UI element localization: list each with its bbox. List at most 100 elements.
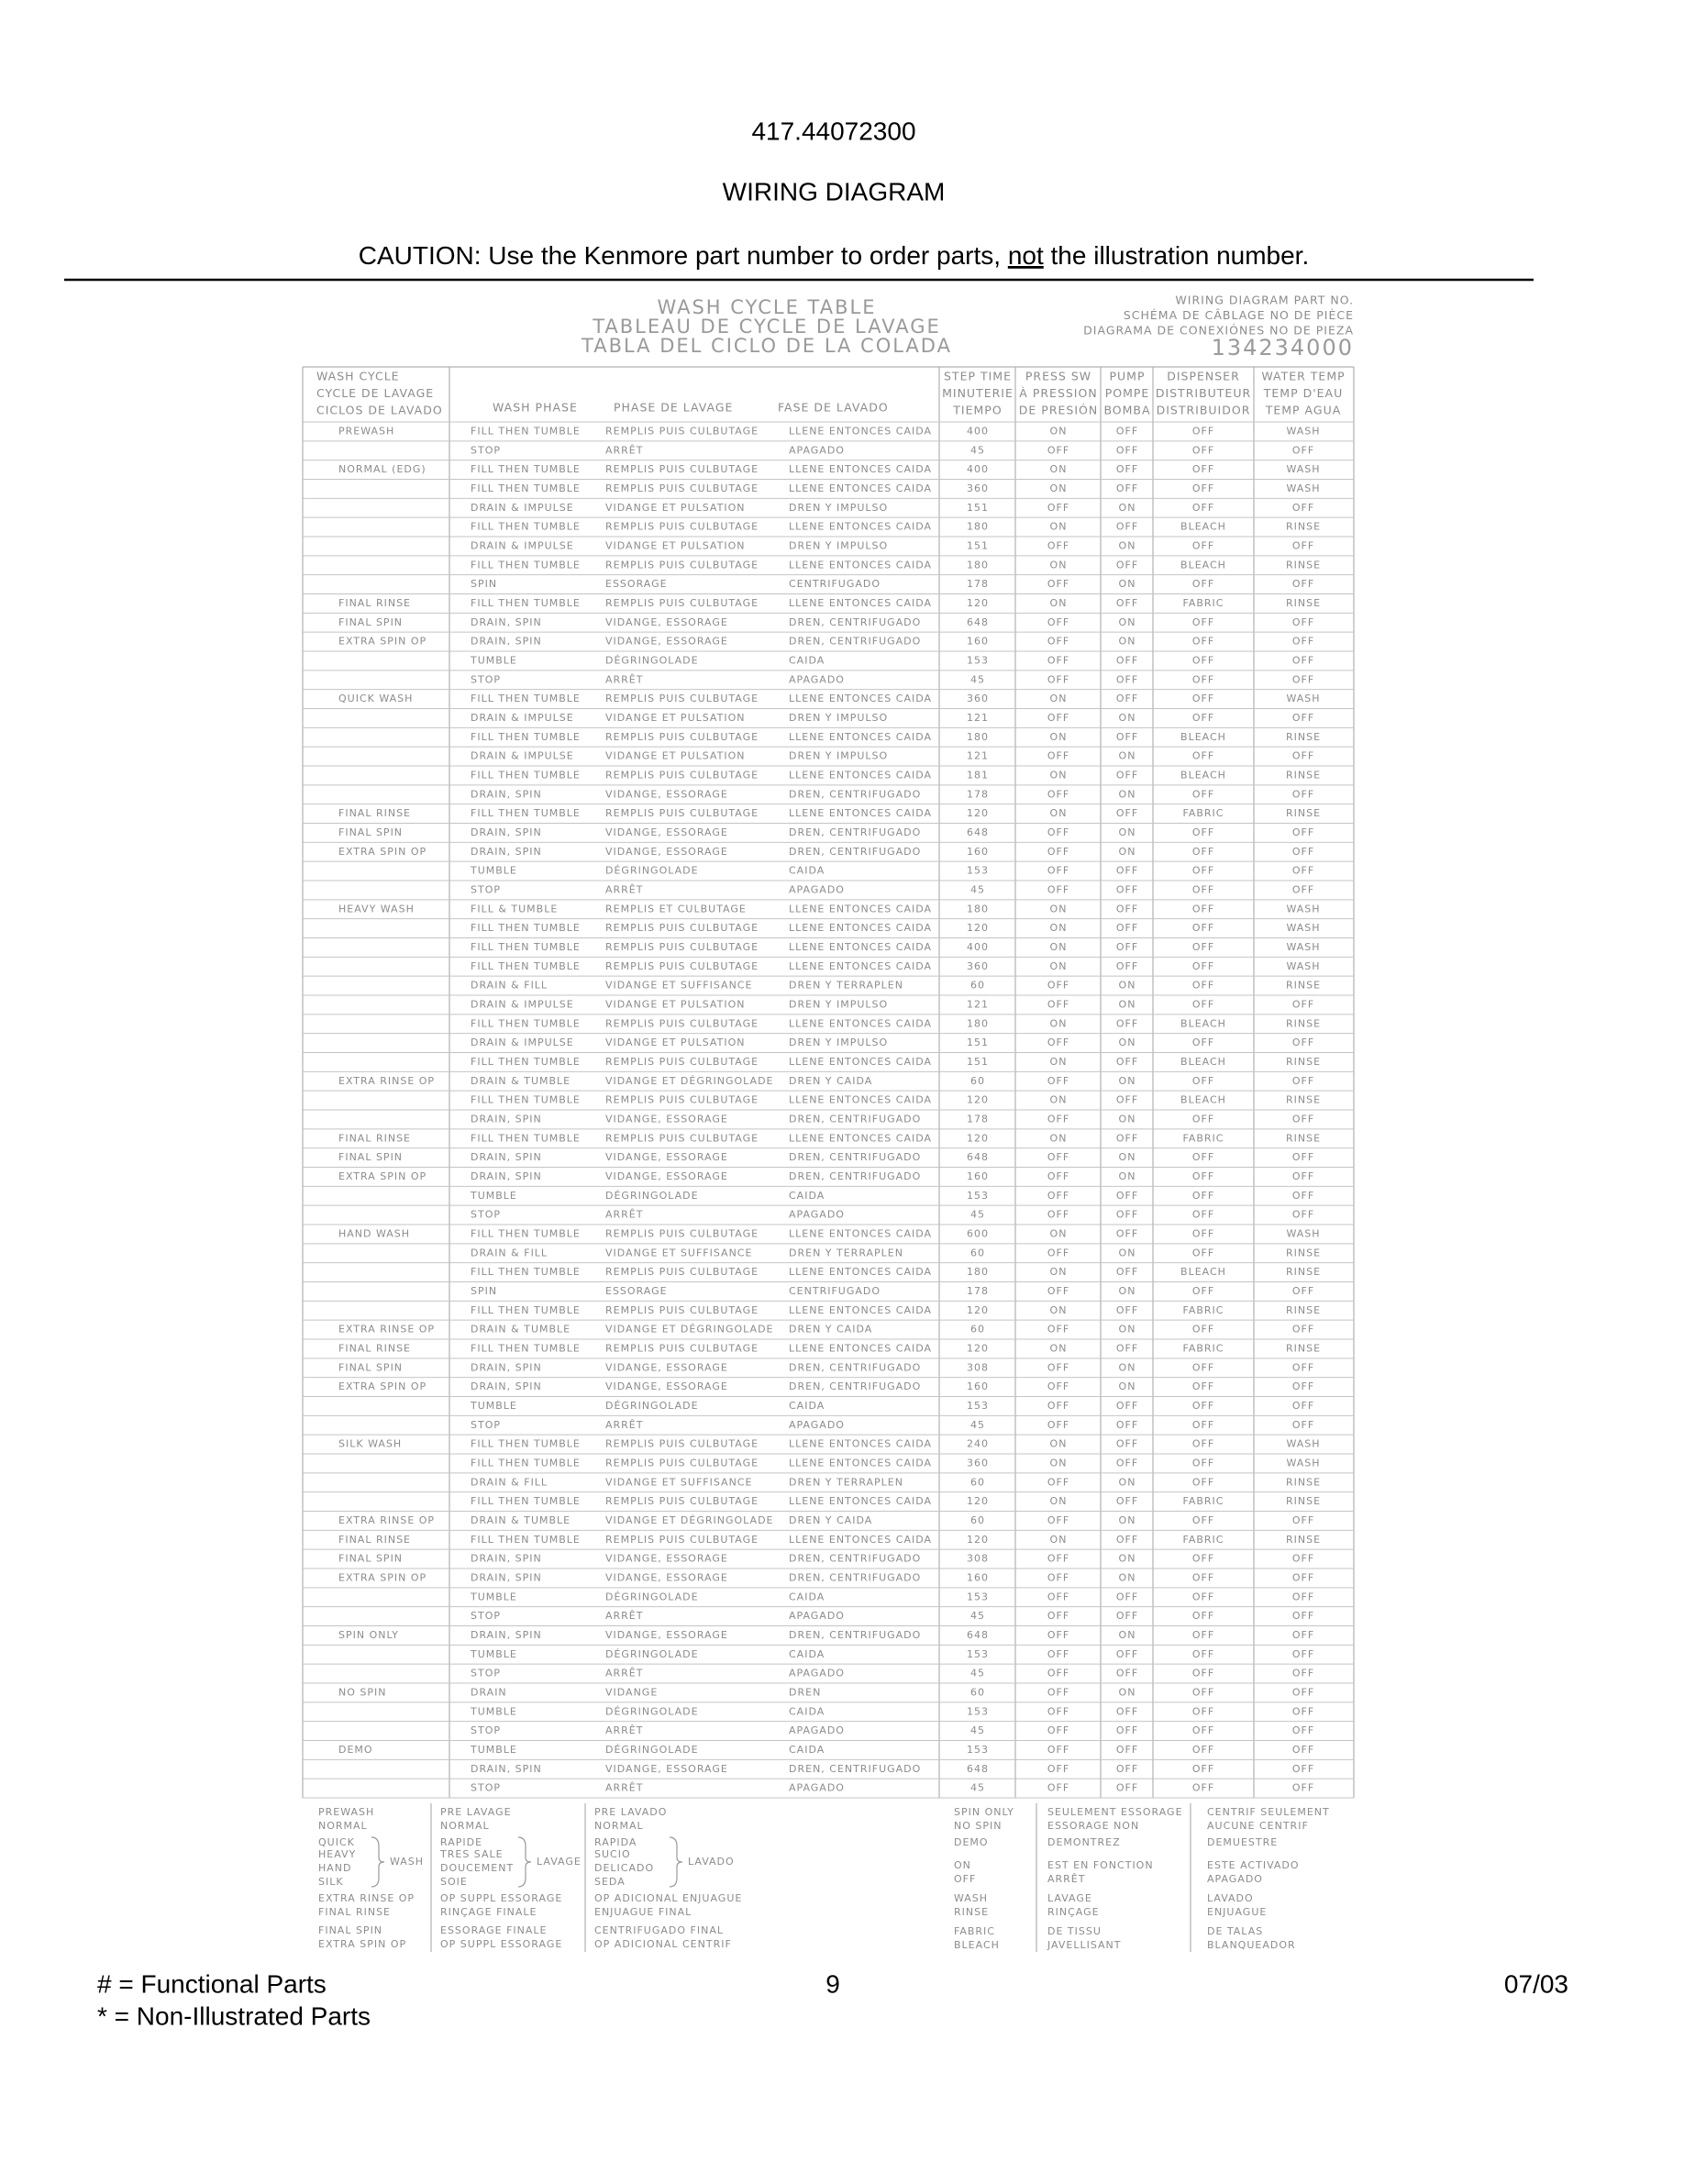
- cycle-cell: EXTRA SPIN OP: [338, 846, 427, 858]
- legend-item: ENJUAGUE: [1207, 1906, 1267, 1918]
- phase-cell: REMPLIS PUIS CULBUTAGE: [605, 922, 759, 934]
- phase-cell: TUMBLE: [470, 1400, 517, 1412]
- phase-cell: FILL THEN TUMBLE: [471, 463, 581, 475]
- value-cell: OFF: [1292, 1400, 1314, 1412]
- value-cell: ON: [1050, 1227, 1068, 1239]
- legend-item: OFF: [954, 1873, 976, 1885]
- phase-cell: VIDANGE, ESSORAGE: [605, 1553, 728, 1565]
- value-cell: OFF: [1047, 1151, 1069, 1163]
- value-cell: BLEACH: [1180, 769, 1226, 781]
- column-header: WASH CYCLE: [316, 370, 400, 383]
- value-cell: 120: [967, 1534, 989, 1546]
- legend-item: DEMO: [954, 1836, 989, 1848]
- phase-cell: STOP: [471, 1610, 501, 1622]
- phase-cell: DREN, CENTRIFUGADO: [789, 636, 921, 648]
- phase-cell: ARRÊT: [605, 673, 643, 685]
- phase-cell: DREN, CENTRIFUGADO: [789, 1170, 921, 1182]
- phase-cell: VIDANGE, ESSORAGE: [605, 1151, 728, 1163]
- value-cell: OFF: [1047, 444, 1069, 456]
- legend-brace-label: LAVAGE: [537, 1856, 582, 1868]
- value-cell: RINSE: [1286, 1266, 1321, 1278]
- value-cell: OFF: [1116, 1610, 1138, 1622]
- value-cell: OFF: [1292, 1324, 1314, 1336]
- value-cell: OFF: [1292, 1113, 1314, 1125]
- phase-cell: LLENE ENTONCES CAIDA: [789, 769, 932, 781]
- phase-cell: REMPLIS PUIS CULBUTAGE: [605, 597, 759, 609]
- value-cell: ON: [1119, 826, 1136, 838]
- value-cell: OFF: [1292, 826, 1314, 838]
- value-cell: OFF: [1192, 941, 1214, 953]
- value-cell: OFF: [1192, 1227, 1214, 1239]
- legend-item: HEAVY: [318, 1848, 356, 1860]
- cycle-cell: EXTRA SPIN OP: [338, 1380, 427, 1392]
- value-cell: OFF: [1047, 1763, 1069, 1775]
- value-cell: OFF: [1047, 1190, 1069, 1202]
- phase-cell: ARRÊT: [605, 1782, 643, 1794]
- phase-cell: DÉGRINGOLADE: [605, 1648, 699, 1660]
- legend-item: BLEACH: [954, 1939, 1000, 1951]
- phase-cell: FILL THEN TUMBLE: [471, 1534, 581, 1546]
- legend-item: FINAL SPIN: [318, 1924, 382, 1936]
- phase-cell: SPIN: [471, 1285, 497, 1297]
- value-cell: ON: [1119, 1686, 1136, 1698]
- value-cell: ON: [1119, 998, 1136, 1010]
- cycle-cell: EXTRA RINSE OP: [338, 1324, 435, 1336]
- phase-cell: FILL THEN TUMBLE: [471, 597, 581, 609]
- value-cell: OFF: [1292, 846, 1314, 858]
- value-cell: OFF: [1116, 865, 1138, 877]
- value-cell: OFF: [1292, 539, 1314, 551]
- value-cell: 151: [967, 1037, 989, 1048]
- value-cell: ON: [1119, 1285, 1136, 1297]
- value-cell: FABRIC: [1183, 1495, 1224, 1507]
- value-cell: OFF: [1047, 1629, 1069, 1641]
- value-cell: FABRIC: [1183, 597, 1224, 609]
- value-cell: OFF: [1116, 654, 1138, 666]
- value-cell: 60: [970, 980, 985, 992]
- value-cell: 153: [967, 1744, 989, 1756]
- phase-cell: SPIN: [471, 578, 497, 590]
- value-cell: OFF: [1292, 1705, 1314, 1717]
- value-cell: ON: [1050, 482, 1068, 494]
- phase-cell: DREN Y CAIDA: [789, 1075, 872, 1087]
- legend-item: AUCUNE CENTRIF: [1207, 1820, 1309, 1832]
- phase-cell: DRAIN, SPIN: [471, 846, 542, 858]
- value-cell: ON: [1050, 1094, 1068, 1106]
- value-cell: ON: [1119, 980, 1136, 992]
- value-cell: OFF: [1192, 883, 1214, 895]
- phase-cell: FILL THEN TUMBLE: [471, 1495, 581, 1507]
- value-cell: WASH: [1286, 903, 1320, 915]
- phase-cell: FILL THEN TUMBLE: [471, 1438, 581, 1450]
- value-cell: OFF: [1116, 1132, 1138, 1144]
- phase-cell: DRAIN & FILL: [471, 1476, 548, 1488]
- phase-cell: ARRÊT: [605, 1419, 643, 1431]
- value-cell: OFF: [1047, 1514, 1069, 1526]
- phase-cell: DREN Y IMPULSO: [789, 502, 888, 514]
- legend-item: RAPIDA: [594, 1836, 637, 1848]
- caution-text: CAUTION: Use the Kenmore part number to …: [359, 241, 1008, 270]
- phase-cell: DREN Y IMPULSO: [789, 1037, 888, 1048]
- value-cell: FABRIC: [1183, 1304, 1224, 1316]
- phase-cell: ARRÊT: [605, 1209, 643, 1221]
- phase-cell: DRAIN, SPIN: [471, 1151, 542, 1163]
- phase-cell: FILL THEN TUMBLE: [471, 922, 581, 934]
- value-cell: 120: [967, 1094, 989, 1106]
- value-cell: OFF: [1047, 1075, 1069, 1087]
- phase-cell: REMPLIS PUIS CULBUTAGE: [605, 559, 759, 571]
- value-cell: RINSE: [1286, 807, 1321, 819]
- value-cell: OFF: [1116, 1705, 1138, 1717]
- value-cell: OFF: [1116, 922, 1138, 934]
- phase-cell: DRAIN, SPIN: [471, 1361, 542, 1373]
- legend-item: OP SUPPL ESSORAGE: [440, 1938, 562, 1950]
- phase-cell: DRAIN, SPIN: [471, 1170, 542, 1182]
- value-cell: 178: [967, 788, 989, 800]
- phase-cell: REMPLIS PUIS CULBUTAGE: [605, 482, 759, 494]
- phase-cell: ARRÊT: [605, 883, 643, 895]
- phase-cell: LLENE ENTONCES CAIDA: [789, 597, 932, 609]
- value-cell: RINSE: [1286, 1495, 1321, 1507]
- legend-item: EST EN FONCTION: [1047, 1859, 1154, 1871]
- value-cell: OFF: [1192, 1361, 1214, 1373]
- brace: [517, 1836, 532, 1888]
- value-cell: OFF: [1047, 846, 1069, 858]
- legend-brace-label: WASH: [390, 1856, 424, 1868]
